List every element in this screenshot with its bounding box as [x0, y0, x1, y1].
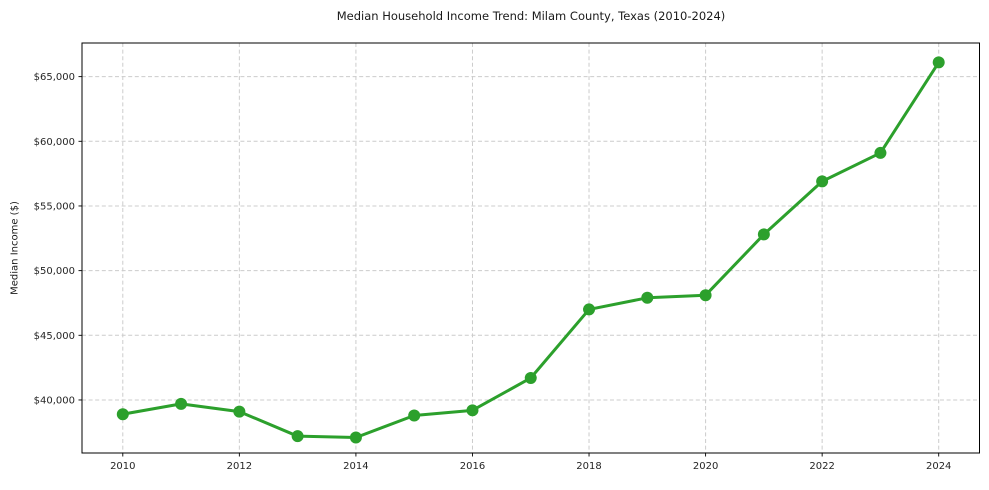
x-tick-label: 2010 [110, 461, 135, 472]
data-point [524, 371, 537, 384]
data-point [816, 175, 829, 188]
data-point [699, 289, 712, 302]
plot-border [81, 42, 980, 454]
data-point [116, 408, 129, 421]
y-tick-label: $65,000 [34, 72, 75, 83]
data-point [641, 291, 654, 304]
data-point [175, 397, 188, 410]
x-tick-label: 2016 [460, 461, 485, 472]
data-point [291, 430, 304, 443]
data-point [233, 405, 246, 418]
x-tick-label: 2012 [227, 461, 252, 472]
data-point [466, 404, 479, 417]
data-point [583, 303, 596, 316]
y-tick-label: $45,000 [34, 331, 75, 342]
data-point [349, 431, 362, 444]
x-tick-label: 2024 [926, 461, 951, 472]
x-tick-label: 2020 [693, 461, 718, 472]
chart-title: Median Household Income Trend: Milam Cou… [336, 9, 726, 23]
y-tick-label: $50,000 [34, 266, 75, 277]
y-tick-label: $40,000 [34, 395, 75, 406]
y-tick-label: $60,000 [34, 137, 75, 148]
x-tick-label: 2014 [343, 461, 368, 472]
y-tick-label: $55,000 [34, 201, 75, 212]
data-point [874, 146, 887, 159]
data-point [932, 56, 945, 69]
data-point [757, 228, 770, 241]
x-tick-label: 2022 [809, 461, 834, 472]
data-point [408, 409, 421, 422]
x-tick-label: 2018 [576, 461, 601, 472]
